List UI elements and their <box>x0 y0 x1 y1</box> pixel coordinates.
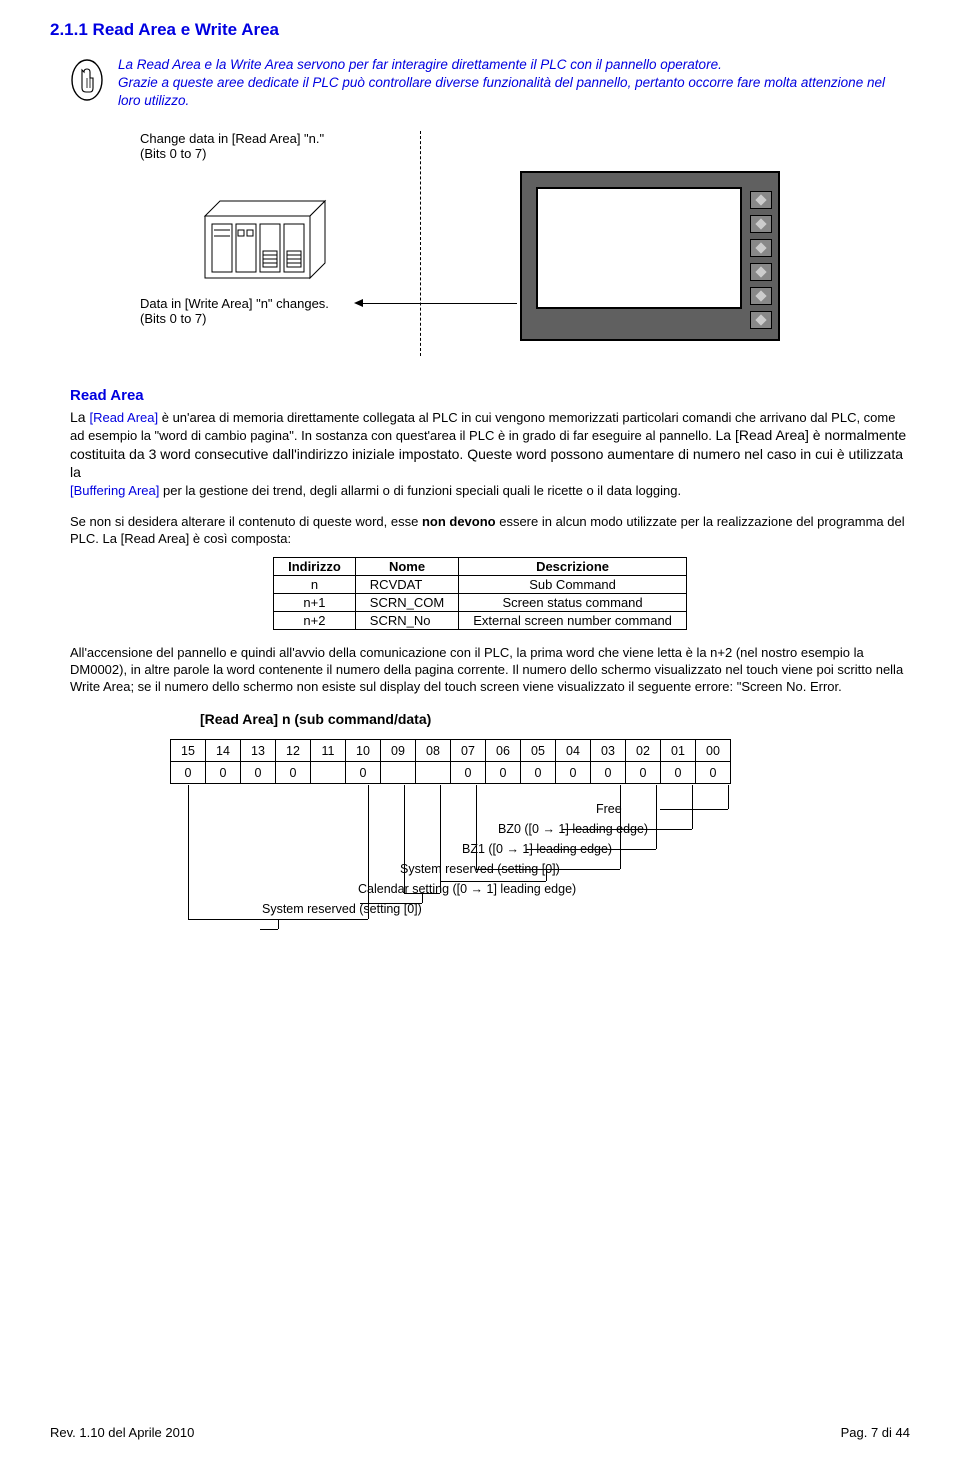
section-title-text: Read Area e Write Area <box>93 20 279 39</box>
bit-value-cell: 0 <box>626 762 661 784</box>
footer-page: Pag. 7 di 44 <box>841 1425 910 1440</box>
lbl-sys1: System reserved (setting [0]) <box>400 862 560 876</box>
bit-value-cell: 0 <box>171 762 206 784</box>
bit-value-cell: 0 <box>451 762 486 784</box>
bit-values-row: 0000000000000 <box>171 762 731 784</box>
table-row: n+2 SCRN_No External screen number comma… <box>274 612 687 630</box>
bit-label-cell: 15 <box>171 740 206 762</box>
section-heading: 2.1.1 Read Area e Write Area <box>50 20 910 40</box>
footer-revision: Rev. 1.10 del Aprile 2010 <box>50 1425 194 1440</box>
section-number: 2.1.1 <box>50 20 88 39</box>
read-area-paragraph: La [Read Area] è un'area di memoria dire… <box>70 408 910 499</box>
arrow-head-icon <box>354 299 363 307</box>
cell: SCRN_No <box>355 612 458 630</box>
buffering-area-ref: [Buffering Area] <box>70 483 159 498</box>
bit-label-cell: 11 <box>311 740 346 762</box>
bit-value-cell <box>416 762 451 784</box>
read-area-ref: [Read Area] <box>89 410 158 425</box>
bit-value-cell: 0 <box>521 762 556 784</box>
bit-labels-row: 15141312111009080706050403020100 <box>171 740 731 762</box>
bit-label-cell: 04 <box>556 740 591 762</box>
bit-value-cell: 0 <box>241 762 276 784</box>
bit-label-cell: 08 <box>416 740 451 762</box>
bit-label-cell: 14 <box>206 740 241 762</box>
bit-value-cell: 0 <box>346 762 381 784</box>
bit-label-cell: 01 <box>661 740 696 762</box>
diag1-top-l1: Change data in [Read Area] "n." <box>140 131 324 146</box>
th-descrizione: Descrizione <box>459 558 687 576</box>
d2-title: [Read Area] n (sub command/data) <box>200 711 431 727</box>
cell: n+1 <box>274 594 356 612</box>
bit-value-cell: 0 <box>556 762 591 784</box>
para2: Se non si desidera alterare il contenuto… <box>70 513 910 547</box>
bit-value-cell <box>381 762 416 784</box>
cell: Sub Command <box>459 576 687 594</box>
diagram-divider <box>420 131 421 356</box>
th-indirizzo: Indirizzo <box>274 558 356 576</box>
cell: RCVDAT <box>355 576 458 594</box>
intro-text: La Read Area e la Write Area servono per… <box>118 56 910 111</box>
diag1-bot-l1: Data in [Write Area] "n" changes. <box>140 296 329 311</box>
lbl-bz1: BZ1 ([0 → 1] leading edge) <box>462 842 612 856</box>
diag1-top-l2: (Bits 0 to 7) <box>140 146 206 161</box>
cell: SCRN_COM <box>355 594 458 612</box>
para2-bold: non devono <box>422 514 496 529</box>
plc-device-icon <box>200 196 330 286</box>
lbl-bz0: BZ0 ([0 → 1] leading edge) <box>498 822 648 836</box>
plc-monitor-diagram: Change data in [Read Area] "n." (Bits 0 … <box>140 131 820 361</box>
table-header-row: Indirizzo Nome Descrizione <box>274 558 687 576</box>
bit-label-cell: 09 <box>381 740 416 762</box>
intro-line2: Grazie a queste aree dedicate il PLC può… <box>118 75 885 108</box>
para3: All'accensione del pannello e quindi all… <box>70 644 910 695</box>
cell: External screen number command <box>459 612 687 630</box>
bit-label-cell: 06 <box>486 740 521 762</box>
bit-value-cell: 0 <box>696 762 731 784</box>
read-area-heading: Read Area <box>70 387 910 404</box>
table-row: n+1 SCRN_COM Screen status command <box>274 594 687 612</box>
cell: Screen status command <box>459 594 687 612</box>
bit-label-cell: 10 <box>346 740 381 762</box>
lbl-cal: Calendar setting ([0 → 1] leading edge) <box>358 882 576 896</box>
bit-value-cell: 0 <box>591 762 626 784</box>
bit-label-cell: 12 <box>276 740 311 762</box>
th-nome: Nome <box>355 558 458 576</box>
pointing-hand-icon <box>70 58 108 105</box>
bit-value-cell <box>311 762 346 784</box>
diag1-bot-l2: (Bits 0 to 7) <box>140 311 206 326</box>
page-footer: Rev. 1.10 del Aprile 2010 Pag. 7 di 44 <box>50 1425 910 1440</box>
cell: n <box>274 576 356 594</box>
bit-label-cell: 13 <box>241 740 276 762</box>
lbl-free: Free <box>596 802 622 816</box>
bit-label-cell: 00 <box>696 740 731 762</box>
bit-label-cell: 05 <box>521 740 556 762</box>
bit-label-cell: 03 <box>591 740 626 762</box>
bit-value-cell: 0 <box>276 762 311 784</box>
intro-line1: La Read Area e la Write Area servono per… <box>118 57 722 72</box>
bit-value-cell: 0 <box>206 762 241 784</box>
arrow-line <box>362 303 517 304</box>
bit-value-cell: 0 <box>661 762 696 784</box>
bit-label-cell: 07 <box>451 740 486 762</box>
lbl-sys2: System reserved (setting [0]) <box>262 902 422 916</box>
bit-label-cell: 02 <box>626 740 661 762</box>
bit-value-cell: 0 <box>486 762 521 784</box>
bit-layout-diagram: [Read Area] n (sub command/data) 1514131… <box>140 711 820 991</box>
table-row: n RCVDAT Sub Command <box>274 576 687 594</box>
para2-a: Se non si desidera alterare il contenuto… <box>70 514 422 529</box>
read-area-table: Indirizzo Nome Descrizione n RCVDAT Sub … <box>273 557 687 630</box>
bit-table: 15141312111009080706050403020100 0000000… <box>170 739 731 784</box>
intro-block: La Read Area e la Write Area servono per… <box>70 56 910 111</box>
hmi-panel-icon <box>520 171 780 341</box>
cell: n+2 <box>274 612 356 630</box>
para-lead: La <box>70 409 89 425</box>
para-p2: per la gestione dei trend, degli allarmi… <box>159 483 681 498</box>
